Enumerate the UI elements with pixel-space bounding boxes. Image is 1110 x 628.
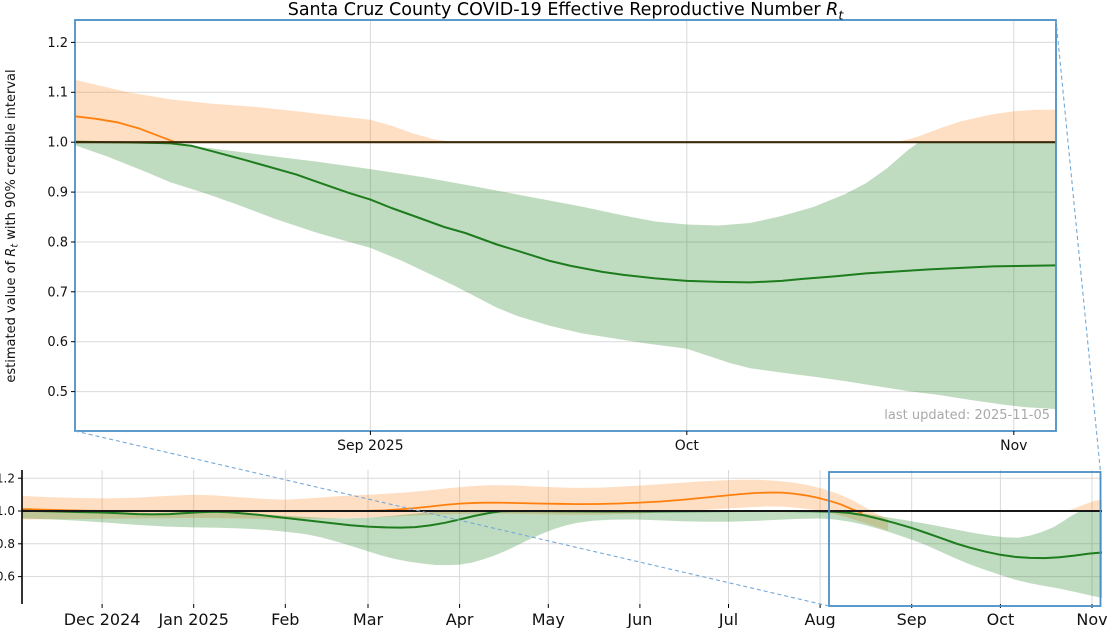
y-axis-label: estimated value of Rt with 90% credible … [4,69,21,382]
detail-panel-y-tick-label: 1.1 [47,86,68,101]
chart-title: Santa Cruz County COVID-19 Effective Rep… [287,0,844,23]
overview-panel-x-tick-label: Jul [718,610,738,628]
overview-panel-x-tick-label: Sep [897,610,927,628]
detail-panel-x-tick-label: Sep 2025 [337,438,403,454]
overview-panel: 0.6 0.8 1.0 1.2 Dec 2024 Jan 2025 Feb Mar Apr May… [0,470,1108,628]
detail-panel-y-tick-label: 0.5 [47,385,68,400]
detail-panel-border [74,19,1057,432]
orange-ci-band [75,79,455,143]
orange-ci-band [22,479,889,531]
orange-ci-band [1065,499,1102,511]
overview-panel-x-tick-label: Feb [271,610,299,628]
overview-panel-x-tick-label: Nov [1076,610,1107,628]
zoom-indicator-rect [828,471,1102,607]
overview-panel-y-tick-label: 1.2 [0,471,15,485]
green-rt-line [75,140,1056,284]
detail-panel-y-tick-label: 0.9 [47,186,68,201]
overview-panel-y-tick-label: 0.6 [0,570,15,584]
overview-panel-x-tick-label: Jun [626,610,652,628]
orange-rt-line [75,115,177,144]
green-ci-band [22,511,1102,598]
overview-panel-x-tick-label: Apr [446,610,474,628]
overview-panel-x-tick-label: Jan 2025 [157,610,228,628]
zoom-connector-left [74,430,830,607]
overview-panel-plot-area [22,470,1102,604]
overview-panel-x-tick-label: Oct [987,610,1015,628]
detail-panel-x-tick-label: Nov [1000,438,1027,454]
detail-panel-y-tick-label: 0.8 [47,235,68,250]
overview-panel-y-tick-label: 1.0 [0,504,15,518]
detail-panel-x-tick-label: Oct [675,438,700,454]
detail-panel-y-tick-label: 0.6 [47,335,68,350]
zoom-connector-right [1055,19,1102,473]
overview-panel-x-tick-label: Aug [804,610,835,628]
green-rt-line [22,509,1102,560]
detail-panel-plot-area [75,20,1056,431]
last-updated-annotation: last updated: 2025-11-05 [884,408,1050,423]
overview-panel-x-tick-label: Dec 2024 [64,610,141,628]
orange-ci-band [897,109,1056,143]
green-ci-band [75,142,1056,410]
detail-panel-y-tick-label: 1.2 [47,36,68,51]
overview-panel-x-tick-label: Mar [353,610,384,628]
detail-panel-y-tick-label: 1.0 [47,136,68,151]
detail-panel-y-tick-label: 0.7 [47,285,68,300]
overview-panel-y-tick-label: 0.8 [0,537,15,551]
overview-panel-x-tick-label: May [532,610,565,628]
detail-panel: 0.5 0.6 0.7 0.8 0.9 1.0 1.1 1.2 Sep 2025 Oct Nov [47,19,1057,454]
